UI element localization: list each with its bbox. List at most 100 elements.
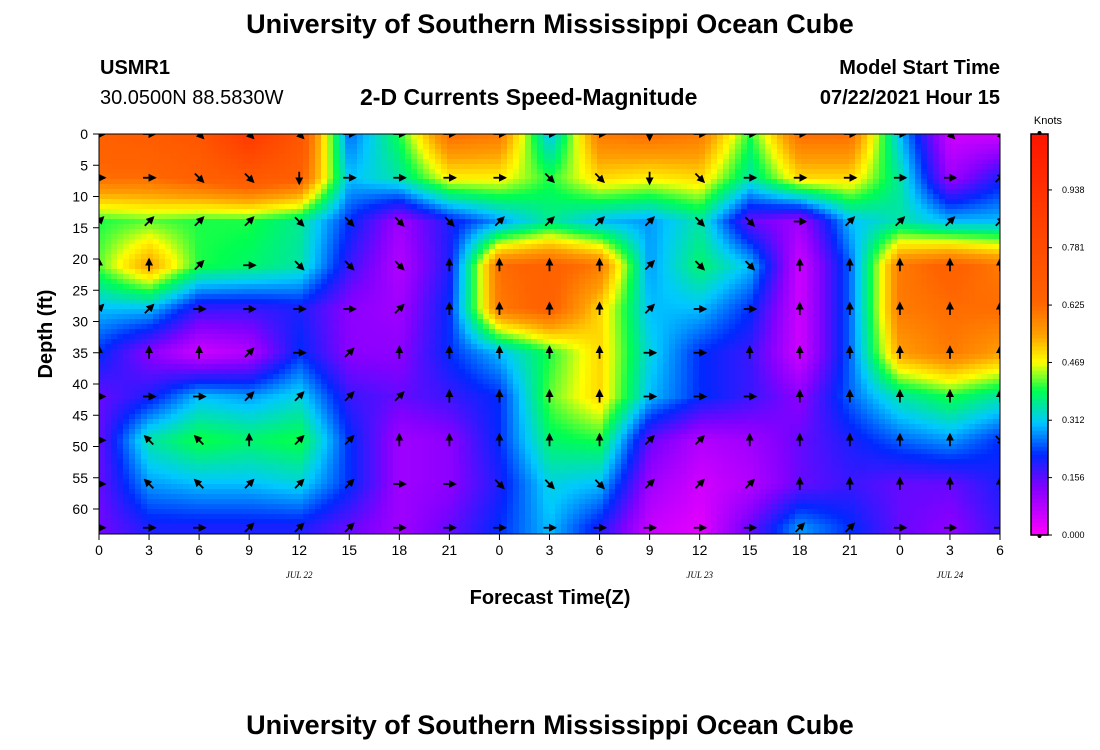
heatmap-cell: [285, 169, 292, 175]
heatmap-cell: [717, 154, 724, 160]
heatmap-cell: [405, 264, 412, 270]
heatmap-cell: [591, 169, 598, 175]
heatmap-cell: [711, 274, 718, 280]
heatmap-cell: [291, 174, 298, 180]
heatmap-cell: [333, 149, 340, 155]
heatmap-cell: [813, 174, 820, 180]
heatmap-cell: [105, 294, 112, 300]
heatmap-cell: [141, 299, 148, 305]
heatmap-cell: [987, 294, 994, 300]
heatmap-cell: [585, 289, 592, 295]
heatmap-cell: [657, 179, 664, 185]
heatmap-cell: [129, 229, 136, 235]
heatmap-cell: [291, 269, 298, 275]
heatmap-cell: [621, 229, 628, 235]
heatmap-cell: [417, 289, 424, 295]
heatmap-cell: [339, 249, 346, 255]
heatmap-cell: [891, 284, 898, 290]
heatmap-cell: [879, 214, 886, 220]
heatmap-cell: [549, 159, 556, 165]
heatmap-cell: [915, 239, 922, 245]
heatmap-cell: [705, 174, 712, 180]
heatmap-cell: [867, 164, 874, 170]
heatmap-cell: [351, 199, 358, 205]
heatmap-cell: [981, 214, 988, 220]
heatmap-cell: [567, 199, 574, 205]
heatmap-cell: [813, 244, 820, 250]
heatmap-cell: [933, 174, 940, 180]
heatmap-cell: [849, 164, 856, 170]
heatmap-cell: [435, 194, 442, 200]
heatmap-cell: [495, 154, 502, 160]
heatmap-cell: [543, 169, 550, 175]
heatmap-cell: [423, 254, 430, 260]
heatmap-cell: [261, 279, 268, 285]
heatmap-cell: [915, 174, 922, 180]
heatmap-cell: [327, 214, 334, 220]
heatmap-cell: [741, 269, 748, 275]
heatmap-cell: [579, 149, 586, 155]
heatmap-cell: [975, 214, 982, 220]
heatmap-cell: [621, 219, 628, 225]
heatmap-cell: [117, 274, 124, 280]
heatmap-cell: [633, 139, 640, 145]
heatmap-cell: [405, 144, 412, 150]
heatmap-cell: [735, 164, 742, 170]
heatmap-cell: [849, 184, 856, 190]
heatmap-cell: [951, 184, 958, 190]
heatmap-cell: [915, 249, 922, 255]
heatmap-cell: [309, 269, 316, 275]
heatmap-cell: [531, 209, 538, 215]
heatmap-cell: [555, 249, 562, 255]
heatmap-cell: [459, 259, 466, 265]
heatmap-cell: [321, 189, 328, 195]
heatmap-cell: [735, 224, 742, 230]
heatmap-cell: [477, 244, 484, 250]
heatmap-cell: [753, 139, 760, 145]
heatmap-cell: [285, 214, 292, 220]
heatmap-cell: [597, 154, 604, 160]
heatmap-cell: [99, 269, 106, 275]
heatmap-cell: [609, 134, 616, 140]
heatmap-cell: [531, 194, 538, 200]
heatmap-cell: [651, 274, 658, 280]
heatmap-cell: [771, 234, 778, 240]
heatmap-cell: [585, 284, 592, 290]
heatmap-cell: [885, 184, 892, 190]
heatmap-cell: [567, 159, 574, 165]
heatmap-cell: [585, 229, 592, 235]
heatmap-cell: [567, 254, 574, 260]
heatmap-cell: [105, 184, 112, 190]
heatmap-cell: [513, 139, 520, 145]
heatmap-cell: [717, 214, 724, 220]
heatmap-cell: [975, 219, 982, 225]
heatmap-cell: [381, 264, 388, 270]
heatmap-cell: [501, 139, 508, 145]
heatmap-cell: [681, 184, 688, 190]
heatmap-cell: [315, 224, 322, 230]
heatmap-cell: [393, 199, 400, 205]
heatmap-cell: [225, 264, 232, 270]
heatmap-cell: [831, 194, 838, 200]
heatmap-cell: [915, 204, 922, 210]
heatmap-cell: [789, 144, 796, 150]
heatmap-cell: [273, 244, 280, 250]
heatmap-cell: [615, 214, 622, 220]
heatmap-cell: [801, 229, 808, 235]
heatmap-cell: [357, 229, 364, 235]
heatmap-cell: [675, 274, 682, 280]
heatmap-cell: [387, 244, 394, 250]
heatmap-cell: [567, 214, 574, 220]
heatmap-cell: [441, 264, 448, 270]
heatmap-cell: [285, 259, 292, 265]
heatmap-cell: [807, 204, 814, 210]
heatmap-cell: [249, 289, 256, 295]
heatmap-cell: [117, 244, 124, 250]
heatmap-cell: [621, 134, 628, 140]
heatmap-cell: [777, 239, 784, 245]
heatmap-cell: [651, 139, 658, 145]
heatmap-cell: [507, 254, 514, 260]
heatmap-cell: [381, 279, 388, 285]
heatmap-cell: [405, 294, 412, 300]
heatmap-cell: [567, 169, 574, 175]
